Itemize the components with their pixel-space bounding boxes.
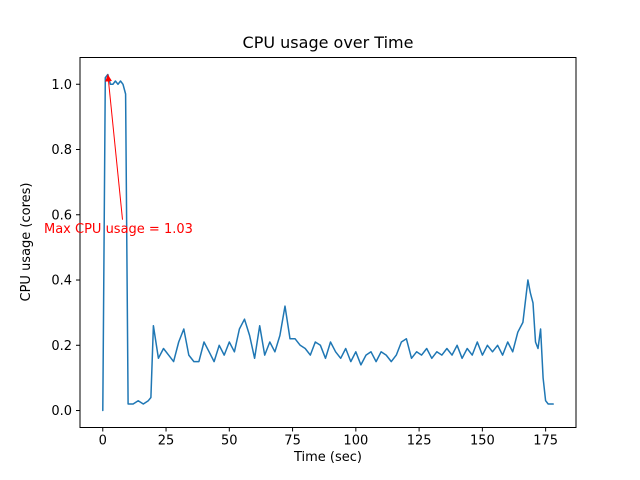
- y-tick-label: 0.6: [51, 208, 72, 223]
- chart-title: CPU usage over Time: [242, 33, 414, 52]
- x-tick-label: 0: [99, 434, 107, 449]
- x-tick-label: 125: [407, 434, 432, 449]
- cpu-usage-line: [102, 73, 554, 412]
- y-tick-label: 0.2: [51, 339, 72, 354]
- x-tick-label: 25: [158, 434, 175, 449]
- y-tick-label: 0.0: [51, 404, 72, 419]
- axes-box: [79, 57, 577, 428]
- annotation-text: Max CPU usage = 1.03: [44, 222, 193, 237]
- y-tick-label: 0.8: [51, 143, 72, 158]
- x-axis-label: Time (sec): [293, 450, 362, 465]
- x-tick-label: 175: [533, 434, 558, 449]
- x-tick-label: 100: [343, 434, 368, 449]
- x-tick-label: 75: [284, 434, 301, 449]
- y-tick-label: 1.0: [51, 78, 72, 93]
- y-axis-label: CPU usage (cores): [19, 182, 34, 302]
- annotation-arrow: [105, 74, 124, 220]
- x-tick-label: 150: [470, 434, 495, 449]
- y-tick-label: 0.4: [51, 274, 72, 289]
- x-tick-label: 50: [221, 434, 238, 449]
